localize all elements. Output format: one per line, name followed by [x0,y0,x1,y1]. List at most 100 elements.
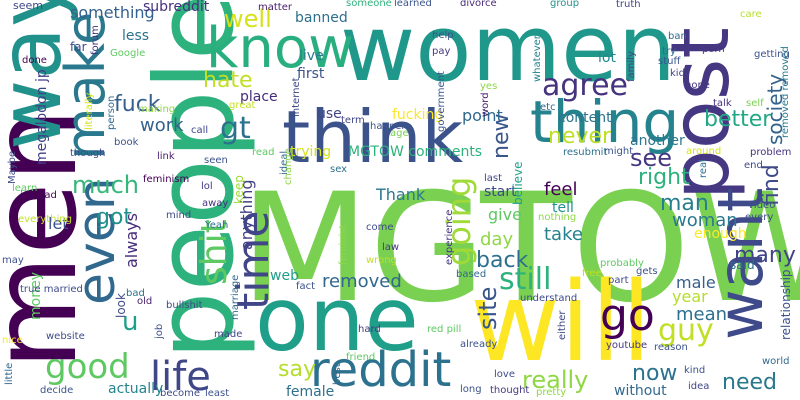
word-tell: tell [552,200,574,216]
word-thank: Thank [375,185,426,204]
word-ban: ban [668,31,687,42]
word-another: another [630,133,685,149]
word-porn: porn [702,44,725,55]
word-women: women [340,0,676,102]
word-way: way [0,0,81,150]
word-understand: understand [520,293,577,304]
word-talk: talk [713,98,732,109]
word-bad: bad [126,288,145,299]
word-call: call [191,125,208,136]
word-thought: thought [490,385,529,396]
word-part: part [608,275,629,286]
word-woman: woman [672,210,738,231]
word-site: site [474,287,502,330]
word-live: live [299,48,324,64]
word-marriage: marriage [230,275,241,320]
word-gt: gt [220,111,251,146]
word-sex: sex [330,164,347,175]
word-will: will [470,258,652,386]
word-many: many [734,243,796,268]
word-start: start [484,184,517,200]
word-everything: everything [18,214,72,225]
word-male: male [676,273,716,292]
word-shit: shit [194,219,235,285]
word-u: u [122,307,138,337]
word-guy: guy [658,313,714,348]
word-really: really [522,366,588,394]
word-enough: enough [694,226,747,242]
word-nothing: nothing [538,212,576,223]
word-someone: someone [346,0,392,9]
word-group: group [550,0,579,9]
word-ideal: ideal [279,151,290,175]
word-seen: seen [204,155,228,166]
word-use: use [317,106,342,122]
word-already: already [460,339,497,350]
word-red-pill: red pill [427,324,461,335]
word-though: though [70,148,105,159]
word-anything: anything [237,179,256,250]
word-old: old [137,296,152,307]
word-female: female [286,384,334,400]
word-point: point [462,106,503,125]
word-internet: internet [291,77,302,117]
word-hope: hope [685,80,710,91]
word-made: made [214,329,242,340]
word-true-married: true married [20,284,83,295]
word-society: society [763,74,787,145]
word-reddit: reddit [310,342,451,398]
word-people: people [133,0,258,360]
word-lot: lot [598,50,616,66]
word-law: law [382,242,399,253]
word-age: age [390,128,409,139]
word-bullshit: bullshit [166,300,203,311]
word-either: either [557,310,568,340]
word-said: said [730,258,755,272]
word-may: may [2,255,24,266]
word-video: video [748,200,775,211]
word-nice: nice [2,335,23,346]
word-long: long [460,384,482,395]
word-least: least [205,388,229,399]
word-agree: agree [542,68,628,103]
word-government: government [436,71,447,132]
word-life: life [150,354,211,400]
word-etc: etc [540,102,556,113]
word-pay: pay [432,46,450,57]
word-men: men [0,108,103,370]
word-maybe: Maybe [7,151,18,184]
word-feel: feel [544,179,578,200]
word-family: family [626,51,637,82]
word-kid: kid [670,68,685,79]
word-mean: mean [676,304,727,325]
word-going: going [440,177,478,266]
word-now: now [632,361,677,386]
word-learn: learn [12,183,37,194]
word-feminism: feminism [143,174,189,185]
word-look: look [114,293,128,318]
word-come: come [366,222,394,233]
word-want: want [704,188,777,340]
word-relationship: relationship [779,269,793,340]
word-without: without [614,383,667,399]
word-see: see [630,144,672,172]
word-take: take [544,224,583,245]
word-kind: kind [684,365,705,376]
word-far: far [70,40,87,54]
word-happen: happen [370,121,408,132]
word-believe: believe [511,161,525,205]
word-megalodon-jp: megalodon jp [34,69,50,165]
word-go: go [600,290,655,341]
word-end: end [744,160,763,171]
word-help: help [432,30,454,41]
word-learned: learned [394,0,432,9]
word-try: try [662,46,676,57]
word-done: done [22,55,47,66]
word-free: free [582,268,602,279]
word-actually: actually [108,381,163,397]
word-based: based [456,269,486,280]
word-around: around [686,146,721,157]
word-banned: banned [295,10,348,26]
word-always: always [122,213,141,268]
word-need: need [722,370,777,395]
